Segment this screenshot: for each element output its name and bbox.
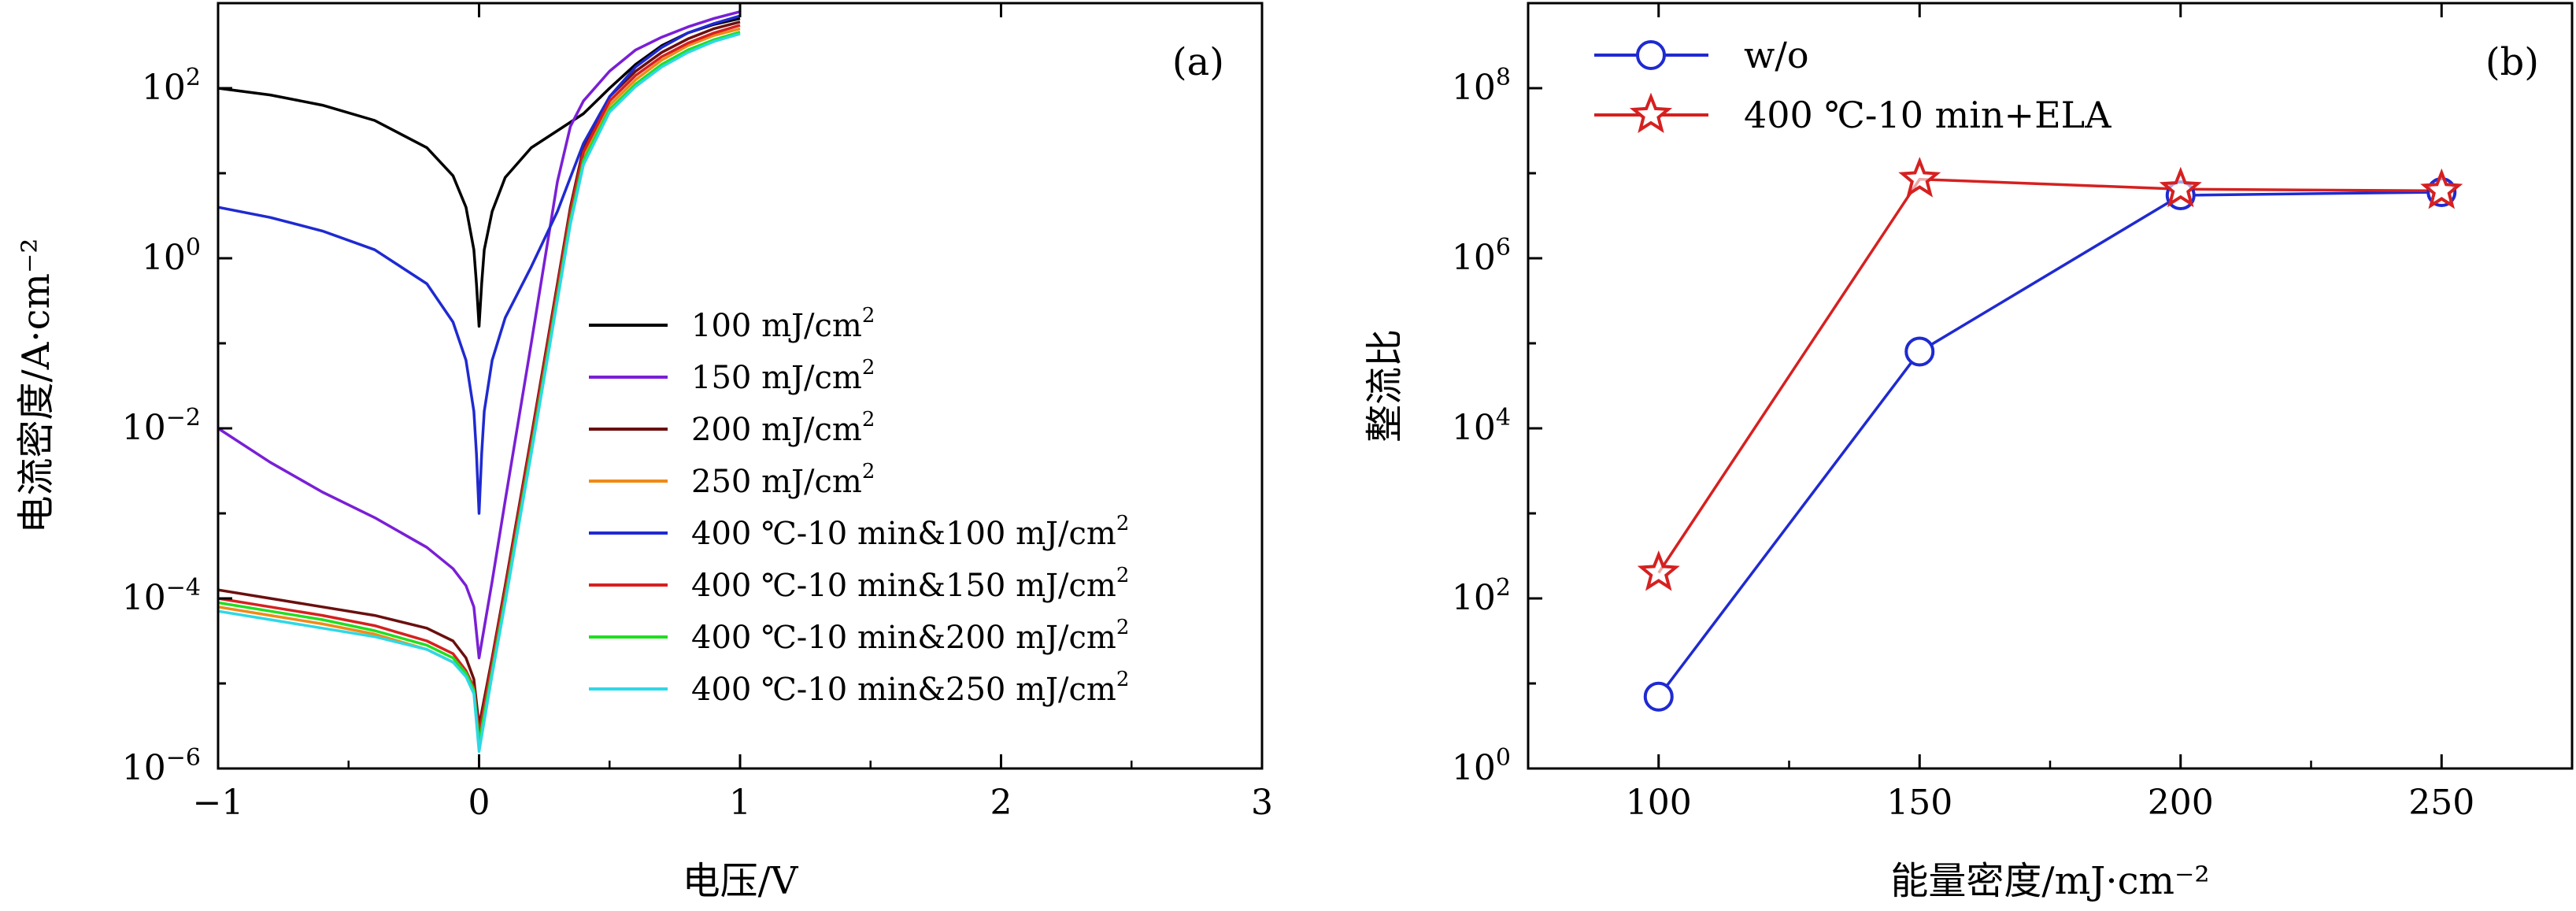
panel-a-legend-label-6: 400 ℃-10 min&200 mJ/cm2 [691, 616, 1129, 656]
panel-a-xtick-label: 3 [1251, 783, 1273, 823]
panel-a-xtick-label: 0 [468, 783, 490, 823]
panel-a-series-line-4 [217, 14, 741, 515]
panel-a-xtick-label: −1 [193, 783, 244, 823]
panel-b-ytick-label: 108 [1452, 64, 1511, 108]
panel-a-tag: (a) [1172, 40, 1224, 84]
panel-a-xlabel: 电压/V [683, 859, 799, 903]
panel-b: 100 150 200 250 100 102 104 106 108 (b) 能量密度/mJ·… [1363, 2, 2574, 903]
panel-b-ytick-label: 106 [1452, 234, 1511, 278]
panel-a-ytick-label: 10−4 [122, 574, 201, 618]
panel-b-ticks: 100 150 200 250 100 102 104 106 108 [1452, 2, 2574, 823]
panel-a-xtick-label: 2 [990, 783, 1012, 823]
panel-b-xtick-label: 250 [2408, 783, 2474, 823]
panel-b-xtick-label: 100 [1626, 783, 1692, 823]
panel-b-ytick-label: 102 [1452, 574, 1511, 618]
panel-b-tag: (b) [2485, 40, 2539, 84]
panel-a-legend-label-2: 200 mJ/cm2 [691, 408, 875, 448]
panel-b-ytick-label: 104 [1452, 404, 1511, 448]
panel-b-point-star [2420, 168, 2463, 209]
panel-a-ytick-label: 102 [142, 64, 201, 108]
panel-a-series-line-5 [217, 24, 741, 736]
panel-b-legend-marker-circle [1636, 40, 1666, 70]
panel-a-legend: 100 mJ/cm2 150 mJ/cm2 200 mJ/cm2 250 mJ/cm2… [589, 304, 1129, 708]
panel-b-xtick-label: 200 [2148, 783, 2214, 823]
panel-b-xlabel: 能量密度/mJ·cm⁻² [1890, 859, 2209, 903]
panel-b-series-group [1637, 157, 2463, 712]
panel-a-ylabel: 电流密度/A·cm⁻² [14, 238, 58, 533]
panel-a-legend-label-3: 250 mJ/cm2 [691, 460, 875, 500]
panel-a-ytick-label: 100 [142, 234, 201, 278]
panel-a-xtick-label: 1 [729, 783, 751, 823]
panel-a-ticks: −1 0 1 2 3 10−6 10−4 10−2 100 102 [122, 2, 1273, 823]
panel-a-ytick-label: 10−2 [122, 404, 201, 448]
panel-b-point-star [1637, 550, 1680, 591]
panel-a-legend-label-5: 400 ℃-10 min&150 mJ/cm2 [691, 564, 1129, 604]
panel-a-series-line-7 [217, 32, 741, 754]
panel-a-ytick-label: 10−6 [122, 744, 201, 788]
panel-a-legend-label-7: 400 ℃-10 min&250 mJ/cm2 [691, 668, 1129, 708]
panel-a-legend-label-1: 150 mJ/cm2 [691, 356, 875, 396]
panel-b-series-line-1 [1657, 177, 2442, 574]
panel-b-ytick-label: 100 [1452, 744, 1511, 788]
panel-a-legend-label-4: 400 ℃-10 min&100 mJ/cm2 [691, 512, 1129, 552]
panel-b-series-line-0 [1657, 191, 2442, 698]
panel-a: −1 0 1 2 3 10−6 10−4 10−2 100 102 (a) 电压/V 电流密度/A… [14, 2, 1273, 903]
panel-a-series-line-1 [217, 10, 741, 660]
panel-b-legend: w/o 400 ℃-10 min+ELA [1594, 34, 2112, 136]
panel-b-xtick-label: 150 [1886, 783, 1952, 823]
panel-b-legend-label-0: w/o [1744, 34, 1809, 76]
panel-a-series-line-3 [217, 27, 741, 736]
panel-b-legend-marker-star [1629, 92, 1673, 134]
panel-a-series-line-0 [217, 17, 741, 328]
panel-b-legend-label-1: 400 ℃-10 min+ELA [1744, 94, 2112, 136]
panel-b-point-circle [1904, 336, 1935, 367]
panel-b-point-star [2159, 166, 2202, 208]
panel-a-series-group [217, 10, 741, 754]
panel-b-ylabel: 整流比 [1363, 329, 1407, 443]
panel-b-point-circle [1643, 681, 1674, 712]
panel-a-legend-label-0: 100 mJ/cm2 [691, 304, 875, 344]
panel-b-point-star [1898, 157, 1941, 198]
